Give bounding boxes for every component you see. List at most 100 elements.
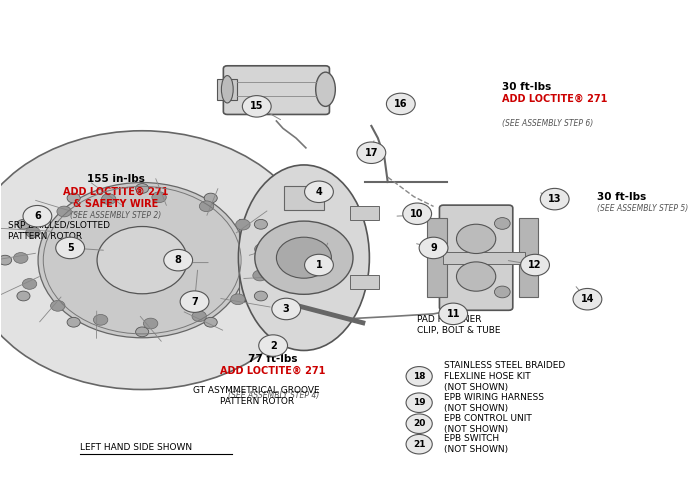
Circle shape	[93, 314, 108, 325]
Circle shape	[23, 205, 52, 227]
Text: ADD LOCTITE® 271: ADD LOCTITE® 271	[220, 366, 326, 376]
Circle shape	[272, 298, 300, 320]
Text: 14: 14	[581, 294, 594, 304]
Circle shape	[406, 367, 432, 386]
Text: 7: 7	[191, 297, 198, 307]
Text: 17: 17	[365, 148, 378, 158]
Text: STAINLESS STEEL BRAIDED
FLEXLINE HOSE KIT
(NOT SHOWN): STAINLESS STEEL BRAIDED FLEXLINE HOSE KI…	[444, 361, 566, 392]
Text: 8: 8	[175, 255, 181, 265]
FancyBboxPatch shape	[427, 218, 447, 297]
Circle shape	[17, 219, 30, 229]
Circle shape	[231, 294, 245, 304]
Text: 20: 20	[413, 419, 426, 428]
Circle shape	[67, 193, 80, 203]
Circle shape	[304, 254, 333, 276]
Circle shape	[253, 270, 267, 281]
Circle shape	[259, 335, 288, 356]
Text: 1: 1	[316, 260, 322, 270]
Circle shape	[204, 193, 217, 203]
Circle shape	[402, 203, 432, 224]
Circle shape	[180, 291, 209, 312]
Circle shape	[494, 218, 510, 229]
Circle shape	[38, 183, 246, 338]
Text: (SEE ASSEMBLY STEP 6): (SEE ASSEMBLY STEP 6)	[503, 118, 594, 128]
Circle shape	[17, 291, 30, 301]
Circle shape	[273, 255, 286, 265]
Text: EPB CONTROL UNIT
(NOT SHOWN): EPB CONTROL UNIT (NOT SHOWN)	[444, 414, 532, 434]
Circle shape	[192, 311, 206, 322]
Text: 4: 4	[316, 187, 322, 197]
Circle shape	[242, 96, 271, 117]
FancyBboxPatch shape	[443, 251, 525, 264]
Circle shape	[255, 221, 353, 294]
Circle shape	[456, 262, 496, 291]
Text: 5: 5	[66, 243, 74, 253]
Text: 30 ft-lbs: 30 ft-lbs	[503, 82, 552, 92]
Text: (SEE ASSEMBLY STEP 4): (SEE ASSEMBLY STEP 4)	[228, 390, 318, 400]
Circle shape	[419, 237, 448, 259]
Circle shape	[236, 219, 250, 230]
Circle shape	[406, 393, 432, 412]
Text: 19: 19	[413, 398, 426, 407]
FancyBboxPatch shape	[239, 219, 264, 301]
Text: 77 ft-lbs: 77 ft-lbs	[248, 354, 298, 364]
Circle shape	[255, 244, 269, 254]
Text: 18: 18	[413, 372, 426, 381]
Circle shape	[22, 278, 37, 289]
Text: 15: 15	[250, 101, 263, 111]
Circle shape	[357, 142, 386, 164]
Text: (SEE ASSEMBLY STEP 5): (SEE ASSEMBLY STEP 5)	[597, 204, 689, 213]
Circle shape	[304, 181, 333, 202]
Circle shape	[97, 226, 188, 294]
Circle shape	[439, 303, 468, 325]
Circle shape	[67, 317, 80, 327]
Text: (SEE ASSEMBLY STEP 2): (SEE ASSEMBLY STEP 2)	[71, 211, 162, 220]
Circle shape	[199, 201, 213, 212]
Circle shape	[26, 227, 40, 238]
Text: 10: 10	[410, 209, 424, 219]
Circle shape	[102, 194, 116, 204]
Circle shape	[540, 189, 569, 210]
FancyBboxPatch shape	[350, 206, 379, 220]
Text: 16: 16	[394, 99, 407, 109]
Ellipse shape	[239, 165, 370, 351]
Circle shape	[57, 206, 71, 217]
Circle shape	[164, 249, 193, 271]
Text: 6: 6	[34, 211, 41, 221]
Text: 30 ft-lbs: 30 ft-lbs	[597, 191, 647, 202]
Circle shape	[204, 317, 217, 327]
Circle shape	[254, 291, 267, 301]
Circle shape	[521, 254, 550, 276]
Text: LEFT HAND SIDE SHOWN: LEFT HAND SIDE SHOWN	[80, 443, 192, 452]
Text: EPB WIRING HARNESS
(NOT SHOWN): EPB WIRING HARNESS (NOT SHOWN)	[444, 393, 544, 412]
Circle shape	[254, 219, 267, 229]
Text: 12: 12	[528, 260, 542, 270]
Ellipse shape	[316, 72, 335, 107]
Circle shape	[494, 286, 510, 298]
Text: 2: 2	[270, 341, 276, 351]
Circle shape	[50, 300, 65, 311]
Text: 11: 11	[447, 309, 460, 319]
FancyBboxPatch shape	[223, 66, 330, 114]
Circle shape	[152, 192, 167, 203]
Circle shape	[13, 252, 28, 263]
Circle shape	[386, 93, 415, 115]
Circle shape	[0, 131, 316, 389]
Circle shape	[456, 224, 496, 253]
Circle shape	[136, 184, 148, 193]
Circle shape	[0, 255, 12, 265]
Circle shape	[406, 414, 432, 434]
Text: PAD RETAINER
CLIP, BOLT & TUBE: PAD RETAINER CLIP, BOLT & TUBE	[417, 315, 500, 335]
Text: 3: 3	[283, 304, 290, 314]
Circle shape	[573, 289, 602, 310]
FancyBboxPatch shape	[284, 186, 323, 210]
Text: 155 in-lbs: 155 in-lbs	[87, 174, 145, 185]
FancyBboxPatch shape	[519, 218, 538, 297]
Text: EPB SWITCH
(NOT SHOWN): EPB SWITCH (NOT SHOWN)	[444, 435, 508, 454]
Circle shape	[56, 237, 85, 259]
FancyBboxPatch shape	[218, 79, 237, 100]
Circle shape	[276, 237, 331, 278]
Text: 21: 21	[413, 440, 426, 449]
Circle shape	[406, 435, 432, 454]
FancyBboxPatch shape	[350, 275, 379, 289]
